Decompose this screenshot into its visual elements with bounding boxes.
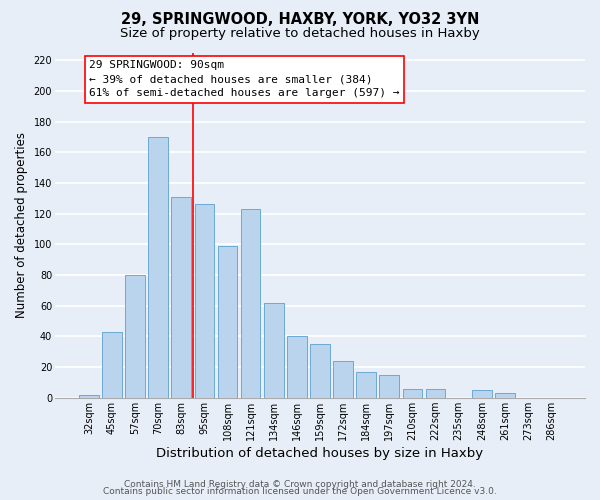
Bar bbox=[495, 393, 515, 398]
Bar bbox=[125, 275, 145, 398]
Bar bbox=[287, 336, 307, 398]
X-axis label: Distribution of detached houses by size in Haxby: Distribution of detached houses by size … bbox=[157, 447, 484, 460]
Bar bbox=[356, 372, 376, 398]
Text: Contains public sector information licensed under the Open Government Licence v3: Contains public sector information licen… bbox=[103, 488, 497, 496]
Y-axis label: Number of detached properties: Number of detached properties bbox=[15, 132, 28, 318]
Bar bbox=[379, 375, 399, 398]
Bar bbox=[333, 361, 353, 398]
Bar bbox=[218, 246, 238, 398]
Text: 29 SPRINGWOOD: 90sqm
← 39% of detached houses are smaller (384)
61% of semi-deta: 29 SPRINGWOOD: 90sqm ← 39% of detached h… bbox=[89, 60, 400, 98]
Bar bbox=[102, 332, 122, 398]
Bar bbox=[194, 204, 214, 398]
Bar bbox=[472, 390, 491, 398]
Text: 29, SPRINGWOOD, HAXBY, YORK, YO32 3YN: 29, SPRINGWOOD, HAXBY, YORK, YO32 3YN bbox=[121, 12, 479, 28]
Bar bbox=[79, 394, 98, 398]
Text: Size of property relative to detached houses in Haxby: Size of property relative to detached ho… bbox=[120, 28, 480, 40]
Bar bbox=[148, 137, 168, 398]
Bar bbox=[310, 344, 330, 398]
Bar bbox=[426, 388, 445, 398]
Bar bbox=[264, 302, 284, 398]
Bar bbox=[172, 196, 191, 398]
Bar bbox=[403, 388, 422, 398]
Bar bbox=[241, 209, 260, 398]
Text: Contains HM Land Registry data © Crown copyright and database right 2024.: Contains HM Land Registry data © Crown c… bbox=[124, 480, 476, 489]
